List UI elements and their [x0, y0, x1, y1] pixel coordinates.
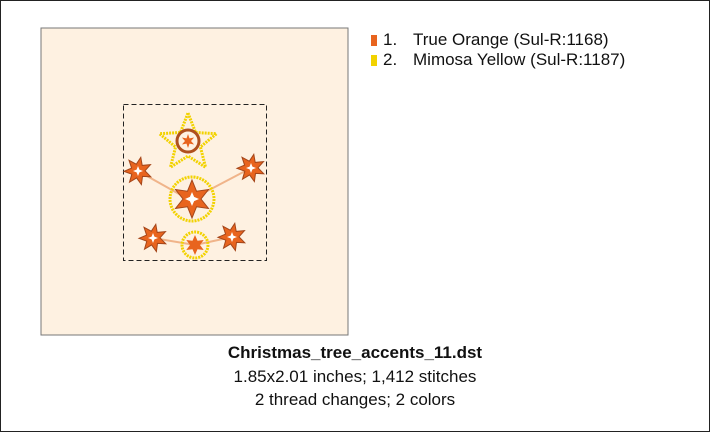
small-star — [181, 134, 195, 148]
swatch — [371, 35, 377, 46]
ornament-ring — [180, 230, 210, 260]
legend-item: 1. True Orange (Sul-R:1168) — [371, 30, 609, 50]
legend-number: 2. — [383, 50, 398, 69]
ornament-ring — [168, 175, 216, 223]
legend-label: True Orange (Sul-R:1168) — [413, 30, 609, 49]
detail-line: 1.85x2.01 inches; 1,412 stitches — [233, 367, 477, 386]
detail-line: 2 thread changes; 2 colors — [254, 390, 456, 409]
design-bounds — [123, 104, 267, 261]
ornament-star — [186, 235, 204, 255]
star-center — [133, 166, 143, 176]
star-center — [227, 232, 237, 242]
ornament-center — [185, 192, 199, 206]
star-center — [148, 233, 158, 243]
legend-number: 1. — [383, 30, 398, 49]
legend-label: Mimosa Yellow (Sul-R:1187) — [413, 50, 626, 69]
preview-canvas — [40, 27, 349, 336]
ornament — [175, 128, 201, 154]
file-name: Christmas_tree_accents_11.dst — [227, 343, 483, 362]
star-center — [246, 163, 256, 173]
star-outline — [155, 108, 221, 171]
swatch — [371, 55, 377, 66]
embroidery-motif — [122, 108, 266, 260]
legend-item: 2. Mimosa Yellow (Sul-R:1187) — [371, 50, 625, 70]
